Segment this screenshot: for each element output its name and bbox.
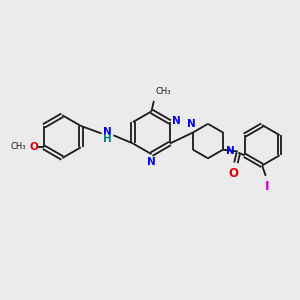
Text: N: N	[103, 127, 112, 137]
Text: N: N	[226, 146, 235, 156]
Text: N: N	[172, 116, 181, 126]
Text: CH₃: CH₃	[11, 142, 26, 151]
Text: N: N	[187, 119, 196, 130]
Text: H: H	[103, 134, 112, 144]
Text: N: N	[147, 157, 156, 167]
Text: O: O	[228, 167, 238, 180]
Text: O: O	[29, 142, 38, 152]
Text: I: I	[265, 180, 270, 193]
Text: CH₃: CH₃	[155, 87, 171, 96]
